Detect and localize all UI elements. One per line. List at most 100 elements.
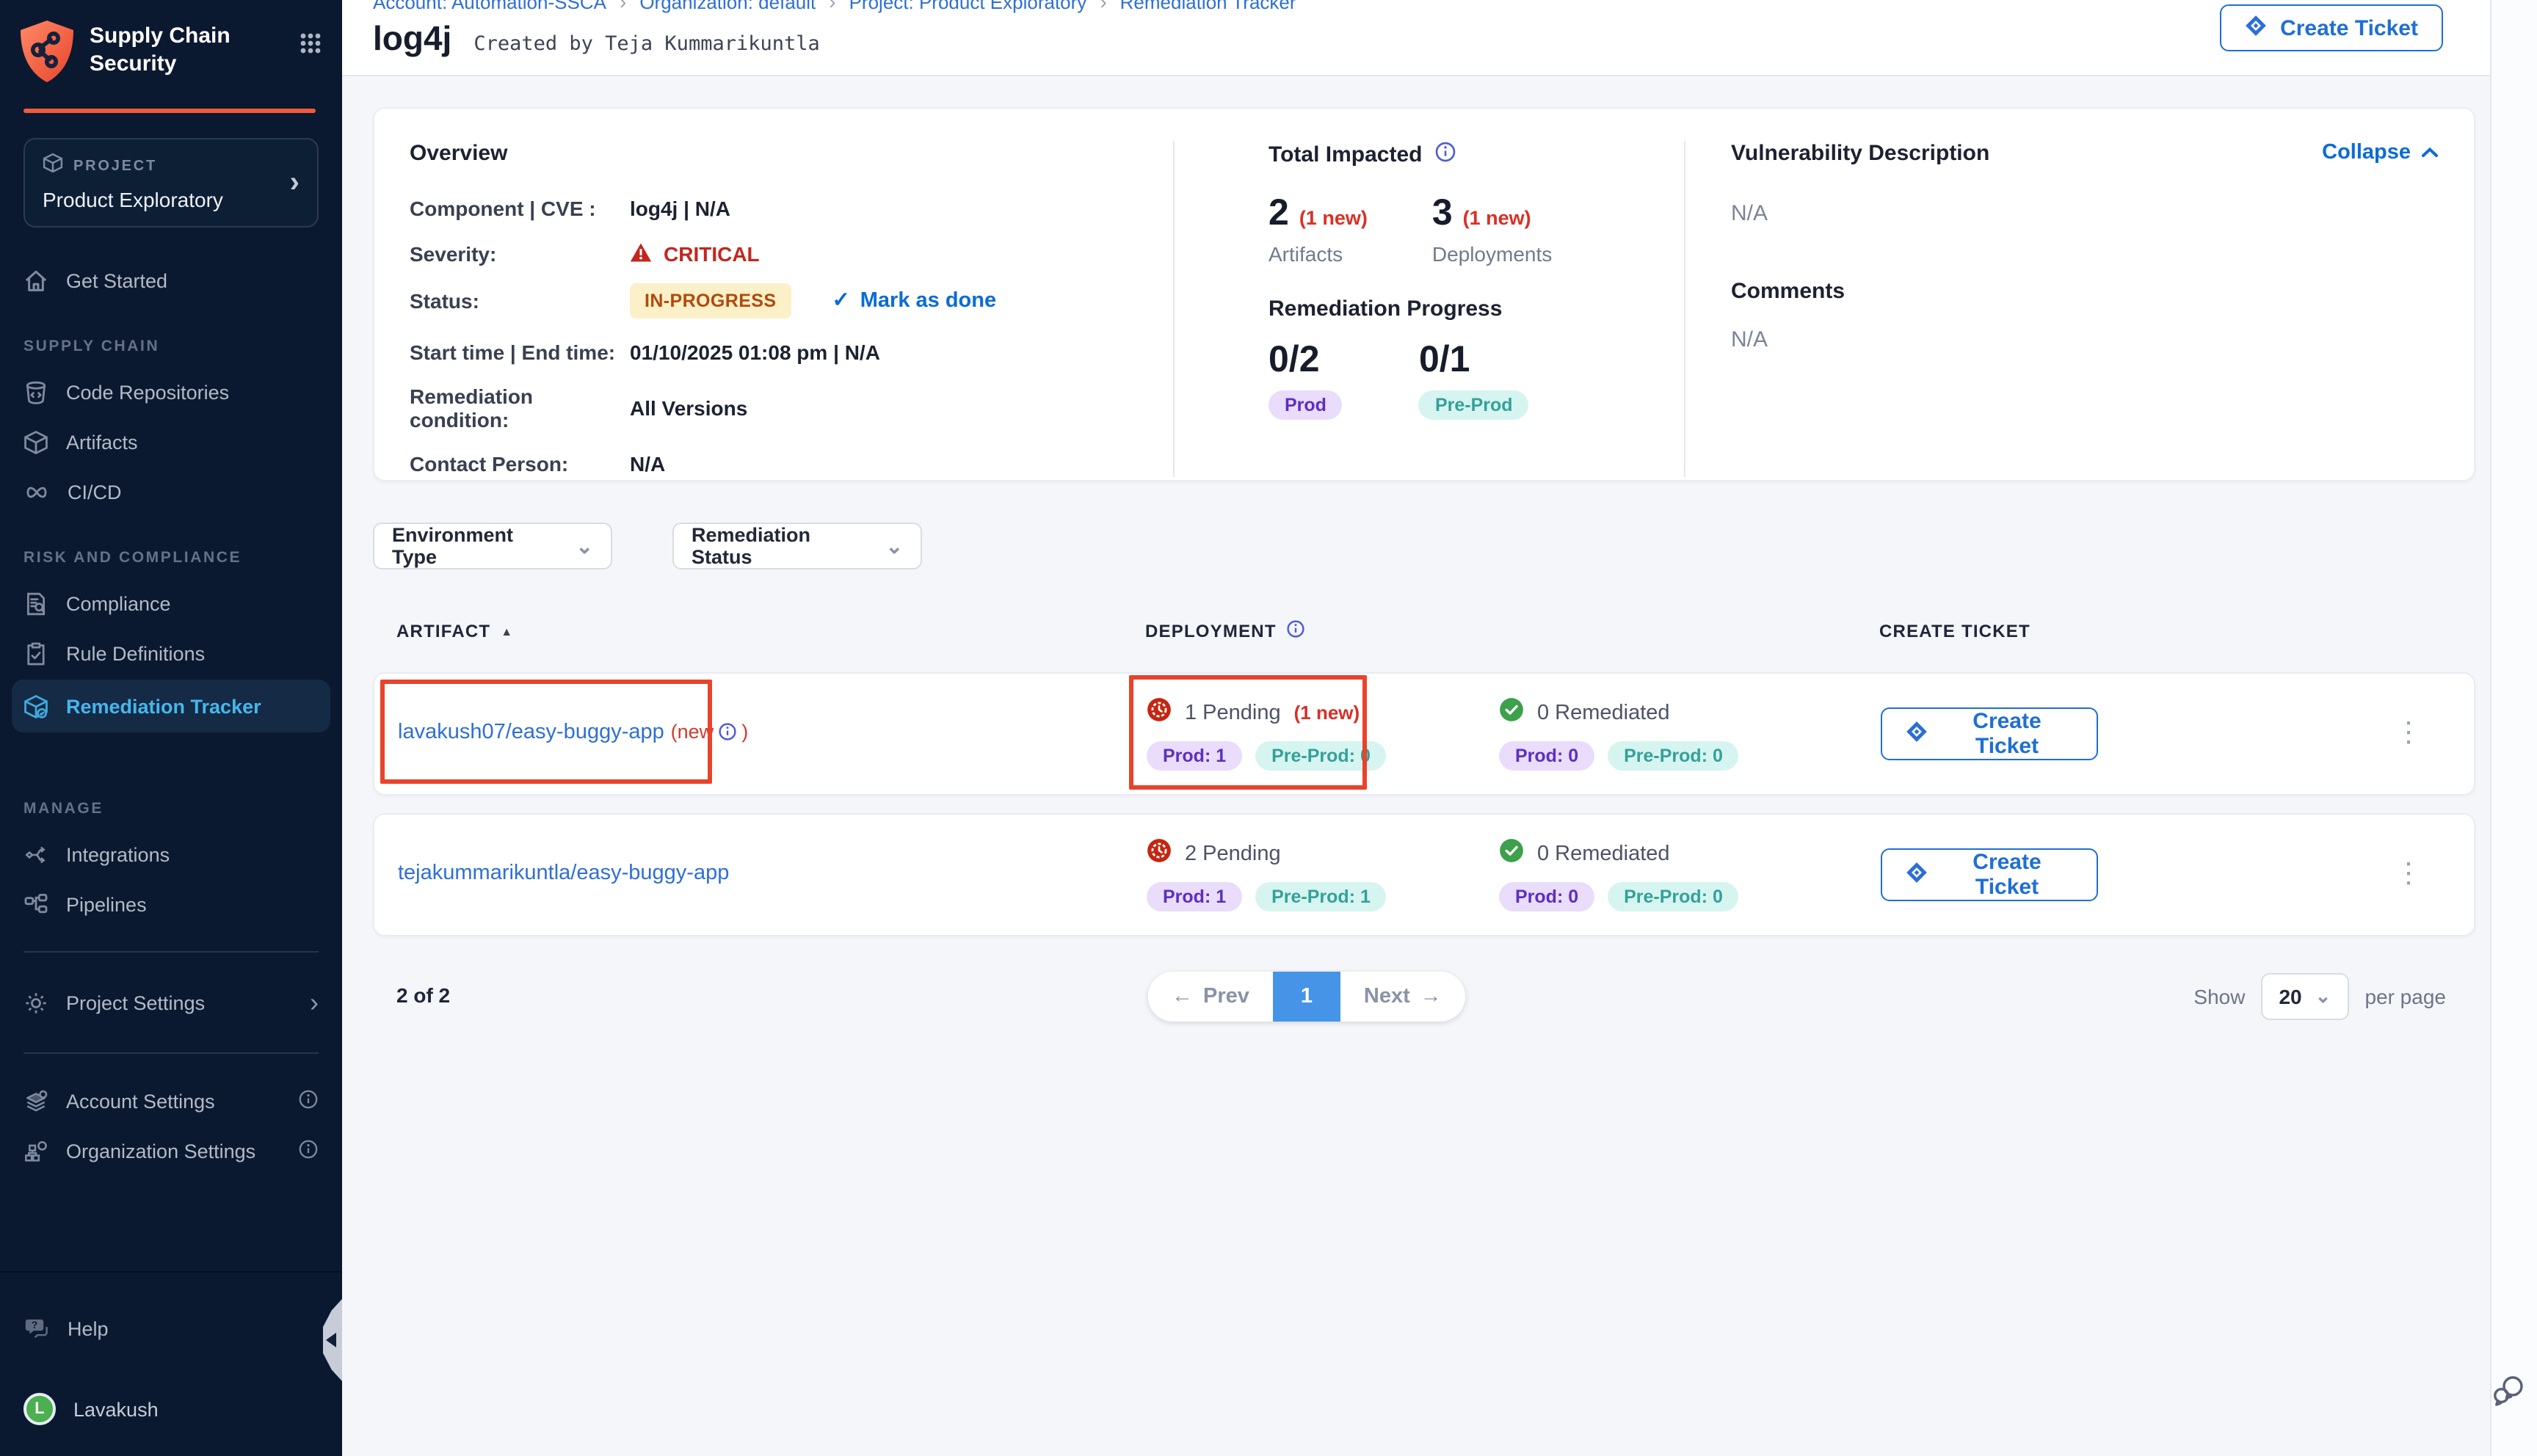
next-page-button[interactable]: Next →: [1340, 972, 1465, 1022]
remediation-status-filter[interactable]: Remediation Status ⌄: [672, 523, 922, 569]
vulnerability-description-title: Vulnerability Description: [1731, 141, 1990, 166]
sidebar-item-cicd[interactable]: CI/CD: [0, 467, 342, 517]
info-icon[interactable]: [1434, 141, 1456, 169]
prod-count-badge: Prod: 0: [1499, 741, 1595, 771]
project-name: Product Exploratory: [43, 188, 223, 211]
status-label: Status:: [410, 289, 479, 313]
pending-count: 2 Pending: [1185, 842, 1281, 865]
user-menu[interactable]: L Lavakush: [0, 1381, 342, 1437]
row-menu-kebab-icon[interactable]: ⋮: [2395, 858, 2424, 889]
app-switcher-icon[interactable]: [300, 32, 322, 62]
impacted-deployments-stat: 3 (1 new) Deployments: [1432, 192, 1552, 266]
sidebar-item-rule-definitions[interactable]: Rule Definitions: [0, 628, 342, 678]
table-header: ARTIFACT ▲ DEPLOYMENT CREATE TICKET: [373, 614, 2475, 649]
page-size-select[interactable]: 20 ⌄: [2261, 973, 2349, 1020]
table-row: lavakush07/easy-buggy-app (new ): [373, 672, 2475, 796]
environment-type-filter[interactable]: Environment Type ⌄: [373, 523, 612, 569]
remediated-cell: 0 Remediated Prod: 0 Pre-Prod: 0: [1499, 697, 1881, 771]
project-label: PROJECT: [73, 159, 158, 175]
sidebar-item-organization-settings[interactable]: Organization Settings: [0, 1126, 342, 1176]
chevron-down-icon: ⌄: [885, 534, 903, 557]
section-supply-chain: SUPPLY CHAIN: [23, 338, 160, 355]
time-value: 01/10/2025 01:08 pm | N/A: [630, 341, 880, 364]
create-ticket-button-row[interactable]: Create Ticket: [1881, 707, 2098, 760]
info-icon: [298, 1088, 319, 1113]
artifacts-count: 2: [1268, 192, 1289, 233]
breadcrumb-separator: ›: [1100, 0, 1107, 13]
vulnerability-description-value: N/A: [1731, 201, 1768, 226]
breadcrumb-organization[interactable]: Organization: default: [639, 0, 816, 12]
arrow-left-icon: ←: [1172, 985, 1193, 1008]
page-number-active[interactable]: 1: [1272, 972, 1340, 1022]
per-page-label: per page: [2364, 985, 2446, 1008]
preprod-progress-value: 0/1: [1418, 339, 1470, 380]
deployments-count: 3: [1431, 192, 1453, 233]
remediated-count: 0 Remediated: [1537, 842, 1670, 865]
sidebar-item-integrations[interactable]: Integrations: [0, 829, 342, 879]
artifact-link[interactable]: lavakush07/easy-buggy-app: [398, 721, 664, 745]
sidebar-nav: Get Started SUPPLY CHAIN Code Repositori…: [0, 255, 342, 1176]
breadcrumb-page[interactable]: Remediation Tracker: [1119, 0, 1296, 12]
condition-label: Remediation condition:: [410, 385, 534, 432]
condition-value: All Versions: [630, 396, 748, 420]
shield-logo-icon: [19, 19, 75, 91]
prev-page-button[interactable]: ← Prev: [1148, 972, 1273, 1022]
artifacts-stat-label: Artifacts: [1268, 242, 1343, 266]
prod-count-badge: Prod: 0: [1499, 882, 1595, 911]
scrollbar-track[interactable]: [2490, 0, 2537, 1456]
row-menu-kebab-icon[interactable]: ⋮: [2395, 717, 2424, 749]
breadcrumb-account[interactable]: Account: Automation-SSCA: [373, 0, 606, 12]
create-ticket-button-row[interactable]: Create Ticket: [1881, 848, 2098, 901]
chevron-down-icon: ⌄: [576, 534, 593, 557]
preprod-count-badge: Pre-Prod: 0: [1255, 741, 1387, 771]
info-icon[interactable]: [718, 723, 737, 742]
status-badge: IN-PROGRESS: [630, 283, 791, 318]
sidebar-item-help[interactable]: ? Help: [0, 1303, 342, 1353]
preprod-badge: Pre-Prod: [1418, 390, 1529, 420]
sidebar-item-pipelines[interactable]: Pipelines: [0, 879, 342, 929]
breadcrumb-separator: ›: [829, 0, 836, 13]
create-ticket-button-header[interactable]: Create Ticket: [2220, 4, 2443, 51]
brand-accent-rule: [23, 109, 316, 113]
sidebar-item-project-settings[interactable]: Project Settings ›: [0, 975, 342, 1030]
time-label: Start time | End time:: [410, 341, 616, 364]
check-icon: ✓: [832, 289, 850, 313]
pager: ← Prev 1 Next →: [1148, 972, 1465, 1022]
sidebar-item-code-repositories[interactable]: Code Repositories: [0, 367, 342, 417]
sidebar-item-account-settings[interactable]: Account Settings: [0, 1076, 342, 1126]
ticket-cell: Create Ticket: [1881, 707, 2368, 760]
remediated-check-icon: [1499, 838, 1524, 869]
prod-count-badge: Prod: 1: [1147, 741, 1243, 771]
component-cve-label: Component | CVE :: [410, 197, 596, 220]
prod-count-badge: Prod: 1: [1147, 882, 1243, 911]
info-icon[interactable]: [1287, 619, 1306, 643]
sidebar-item-get-started[interactable]: Get Started: [0, 255, 342, 305]
overview-title: Overview: [410, 141, 508, 166]
sidebar-item-remediation-tracker[interactable]: Remediation Tracker: [12, 680, 330, 732]
prod-badge: Prod: [1268, 390, 1343, 420]
mark-as-done-link[interactable]: ✓ Mark as done: [832, 289, 997, 313]
impacted-artifacts-stat: 2 (1 new) Artifacts: [1268, 192, 1368, 266]
preprod-progress-stat: 0/1 Pre-Prod: [1418, 339, 1529, 420]
sidebar-item-artifacts[interactable]: Artifacts: [0, 417, 342, 467]
brand-header: Supply Chain Security: [0, 0, 342, 91]
impact-column: Total Impacted 2 (1 new): [1173, 141, 1684, 477]
ticket-cell: Create Ticket: [1881, 848, 2368, 901]
collapse-link[interactable]: Collapse: [2322, 141, 2439, 164]
column-create-ticket: CREATE TICKET: [1879, 621, 2030, 641]
artifacts-new-count: (1 new): [1299, 207, 1368, 229]
chat-widget-icon[interactable]: [2491, 1374, 2527, 1416]
pending-clock-icon: [1147, 697, 1172, 728]
breadcrumb-project[interactable]: Project: Product Exploratory: [849, 0, 1087, 12]
jira-diamond-icon: [1906, 720, 1928, 748]
prod-progress-value: 0/2: [1268, 339, 1320, 380]
artifact-new-tag: (new ): [670, 721, 749, 743]
remediated-count: 0 Remediated: [1537, 701, 1670, 724]
jira-diamond-icon: [1906, 861, 1928, 889]
sidebar-item-compliance[interactable]: Compliance: [0, 578, 342, 628]
project-selector[interactable]: PROJECT Product Exploratory ›: [23, 138, 319, 228]
section-manage: MANAGE: [23, 800, 104, 818]
artifact-link[interactable]: tejakummarikuntla/easy-buggy-app: [398, 862, 730, 886]
column-artifact[interactable]: ARTIFACT ▲: [396, 621, 514, 641]
